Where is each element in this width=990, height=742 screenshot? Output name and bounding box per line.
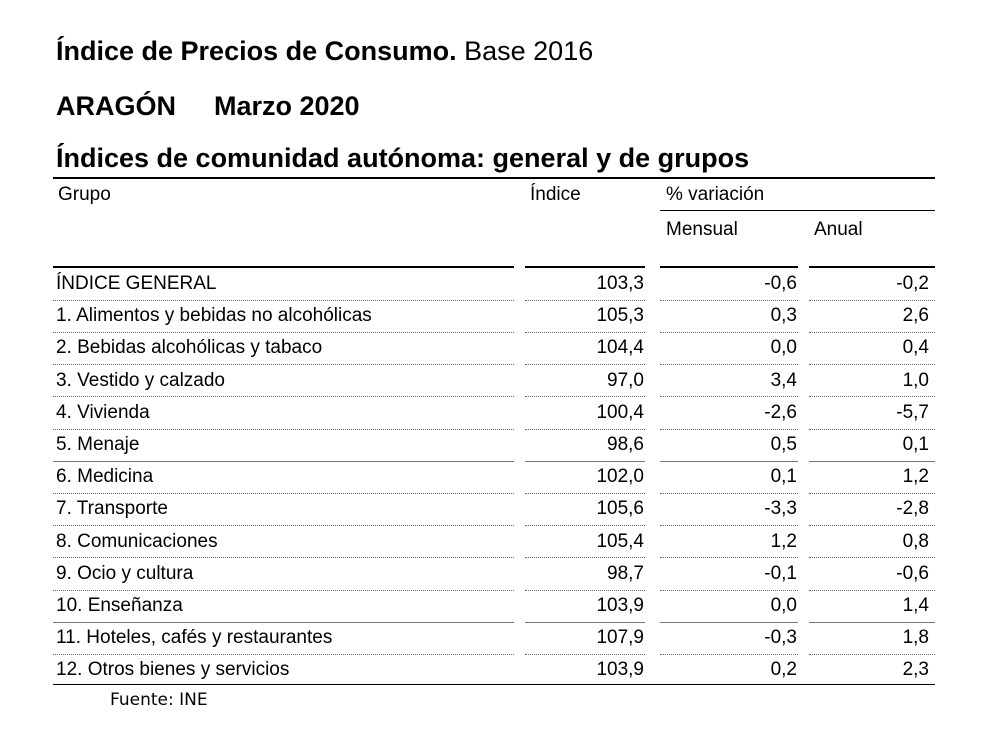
row-label: 1. Alimentos y bebidas no alcohólicas <box>56 305 372 327</box>
row-label: 9. Ocio y cultura <box>56 562 194 584</box>
row-indice: 105,4 <box>596 530 644 552</box>
row-indice: 103,9 <box>596 659 644 681</box>
table-row: 12. Otros bienes y servicios 103,9 0,2 2,3 <box>53 654 935 686</box>
row-label: 11. Hoteles, cafés y restaurantes <box>56 627 333 649</box>
row-label: 10. Enseñanza <box>56 595 183 616</box>
row-mensual: -0,1 <box>764 562 797 584</box>
row-anual: 1,8 <box>902 627 929 649</box>
row-label: 8. Comunicaciones <box>56 530 218 552</box>
header-mensual: Mensual <box>666 219 738 240</box>
row-label: ÍNDICE GENERAL <box>56 273 217 294</box>
table-bottom-rule <box>53 684 935 685</box>
table-row: 8. Comunicaciones 105,4 1,2 0,8 <box>53 526 935 558</box>
region-period-heading: ARAGÓN Marzo 2020 <box>56 91 360 122</box>
row-anual: 0,1 <box>902 434 929 455</box>
header-rule-mensual <box>660 266 798 268</box>
page-title: Índice de Precios de Consumo. Base 2016 <box>56 36 593 67</box>
source-note: Fuente: INE <box>110 690 208 710</box>
row-mensual: 0,1 <box>770 466 797 488</box>
row-mensual: -3,3 <box>764 498 797 520</box>
row-mensual: 0,2 <box>770 659 797 681</box>
variacion-rule <box>660 210 935 211</box>
row-anual: 1,2 <box>902 466 929 488</box>
row-label: 12. Otros bienes y servicios <box>56 659 290 681</box>
row-label: 6. Medicina <box>56 466 154 488</box>
header-indice: Índice <box>530 184 581 205</box>
row-label: 5. Menaje <box>56 434 140 455</box>
region-label: ARAGÓN <box>56 91 176 121</box>
row-anual: -0,6 <box>896 562 929 584</box>
header-rule-indice <box>525 266 645 268</box>
row-indice: 100,4 <box>596 401 644 423</box>
row-indice: 102,0 <box>596 466 644 488</box>
row-indice: 104,4 <box>596 337 644 359</box>
row-anual: -0,2 <box>896 273 929 294</box>
row-anual: 2,3 <box>902 659 929 681</box>
row-anual: 0,4 <box>902 337 929 359</box>
row-indice: 103,3 <box>596 273 644 294</box>
period-label: Marzo 2020 <box>214 91 360 121</box>
row-mensual: 1,2 <box>770 530 797 552</box>
row-mensual: 0,3 <box>770 305 797 327</box>
table-row: 7. Transporte 105,6 -3,3 -2,8 <box>53 493 935 525</box>
row-anual: 1,4 <box>902 595 929 616</box>
row-anual: 1,0 <box>902 369 929 391</box>
header-variacion: % variación <box>666 184 765 205</box>
row-label: 2. Bebidas alcohólicas y tabaco <box>56 337 323 359</box>
row-anual: 2,6 <box>902 305 929 327</box>
row-indice: 105,3 <box>596 305 644 327</box>
row-indice: 97,0 <box>607 369 644 391</box>
row-mensual: 0,0 <box>770 595 797 616</box>
table-top-rule <box>53 177 935 179</box>
row-indice: 105,6 <box>596 498 644 520</box>
title-base: Base 2016 <box>464 36 594 66</box>
row-indice: 98,6 <box>607 434 644 455</box>
row-anual: -5,7 <box>896 401 929 423</box>
table-row: 2. Bebidas alcohólicas y tabaco 104,4 0,0 0… <box>53 332 935 364</box>
table-row: 5. Menaje 98,6 0,5 0,1 <box>53 429 935 461</box>
table-row: 1. Alimentos y bebidas no alcohólicas 105… <box>53 300 935 332</box>
row-label: 3. Vestido y calzado <box>56 369 225 391</box>
header-anual: Anual <box>814 219 863 240</box>
table-row: 9. Ocio y cultura 98,7 -0,1 -0,6 <box>53 558 935 590</box>
table-row: ÍNDICE GENERAL 103,3 -0,6 -0,2 <box>53 268 935 300</box>
row-label: 4. Vivienda <box>56 401 150 423</box>
row-mensual: -0,6 <box>764 273 797 294</box>
table-row: 6. Medicina 102,0 0,1 1,2 <box>53 461 935 493</box>
row-mensual: 0,5 <box>770 434 797 455</box>
table-row: 11. Hoteles, cafés y restaurantes 107,9 -0… <box>53 622 935 654</box>
row-indice: 107,9 <box>596 627 644 649</box>
header-grupo: Grupo <box>58 184 111 205</box>
table-row: 4. Vivienda 100,4 -2,6 -5,7 <box>53 397 935 429</box>
table-subtitle: Índices de comunidad autónoma: general y… <box>56 143 750 173</box>
row-mensual: -2,6 <box>764 401 797 423</box>
row-mensual: 3,4 <box>770 369 797 391</box>
header-rule-grupo <box>53 266 514 268</box>
row-indice: 98,7 <box>607 562 644 584</box>
title-main: Índice de Precios de Consumo. <box>56 36 457 66</box>
row-mensual: -0,3 <box>764 627 797 649</box>
row-anual: -2,8 <box>896 498 929 520</box>
row-indice: 103,9 <box>596 595 644 616</box>
row-anual: 0,8 <box>902 530 929 552</box>
header-rule-anual <box>809 266 935 268</box>
row-label: 7. Transporte <box>56 498 168 520</box>
table-row: 10. Enseñanza 103,9 0,0 1,4 <box>53 590 935 622</box>
table-row: 3. Vestido y calzado 97,0 3,4 1,0 <box>53 365 935 397</box>
row-mensual: 0,0 <box>770 337 797 359</box>
